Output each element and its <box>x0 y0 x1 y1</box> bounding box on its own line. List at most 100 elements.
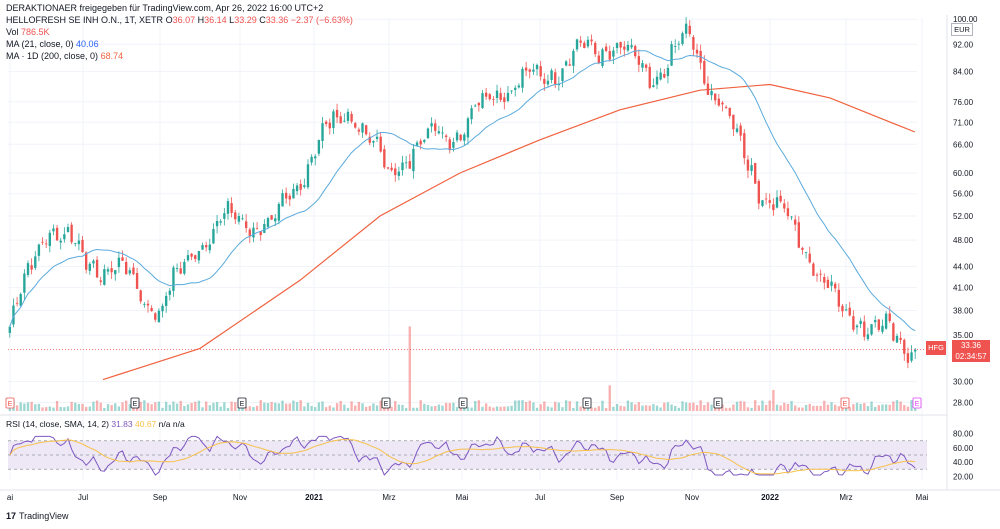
volume-bar <box>772 389 775 411</box>
candle-body <box>34 256 37 268</box>
volume-bar <box>575 401 579 411</box>
volume-bar <box>288 403 291 411</box>
candle-body <box>743 133 746 159</box>
earnings-marker-label: E <box>585 401 590 408</box>
candle-body <box>361 123 364 133</box>
candle-body <box>808 253 811 263</box>
volume-bar <box>779 405 782 411</box>
candle-body <box>401 162 404 171</box>
candle-body <box>452 141 455 148</box>
candle-body <box>914 349 917 352</box>
volume-bar <box>117 406 121 411</box>
candle-body <box>874 320 877 323</box>
volume-bar <box>197 400 201 411</box>
candle-body <box>26 263 30 275</box>
candle-body <box>59 240 62 243</box>
current-price: 33.36 <box>960 341 982 350</box>
volume-bar <box>368 405 371 411</box>
volume-bar <box>390 406 393 411</box>
volume-bar <box>808 403 811 411</box>
volume-bar <box>223 402 226 411</box>
price-tick-label: 71.00 <box>953 118 974 127</box>
volume-bar <box>623 406 626 411</box>
volume-bar <box>750 407 753 411</box>
candle-body <box>539 66 542 77</box>
candle-body <box>757 181 761 204</box>
volume-bar <box>212 402 215 411</box>
candle-body <box>12 305 15 325</box>
candle-body <box>477 102 481 106</box>
candle-body <box>532 69 535 72</box>
volume-bar <box>437 404 441 411</box>
rsi-legend[interactable]: RSI (14, close, SMA, 14, 2) 31.83 40.67 … <box>6 419 185 429</box>
candle-body <box>204 245 208 248</box>
candle-body <box>201 245 204 250</box>
candle-body <box>721 102 724 105</box>
candle-body <box>168 290 171 295</box>
volume-bar <box>383 406 386 411</box>
price-tick-label: 84.00 <box>953 68 974 77</box>
volume-bar <box>95 400 99 411</box>
candle-body <box>408 161 411 169</box>
candle-body <box>397 171 401 176</box>
candle-body <box>670 44 673 66</box>
volume-bar <box>790 400 793 411</box>
candle-body <box>488 94 491 100</box>
volume-bar <box>514 400 517 411</box>
volume-bar <box>423 403 426 411</box>
ma21-legend[interactable]: MA (21, close, 0) 40.06 <box>6 39 99 49</box>
rsi-tick-label: 60.00 <box>953 444 974 453</box>
volume-bar <box>37 403 41 411</box>
volume-bar <box>757 405 761 411</box>
volume-bar <box>910 400 913 411</box>
earnings-marker-label: E <box>915 401 920 408</box>
earnings-marker-icon <box>713 397 723 409</box>
candle-body <box>437 131 441 134</box>
volume-bar <box>452 402 455 411</box>
candle-body <box>277 203 281 221</box>
ma200-legend[interactable]: MA · 1D (200, close, 0) 68.74 <box>6 51 124 61</box>
candle-body <box>455 132 459 141</box>
candle-body <box>208 244 211 251</box>
volume-bar <box>724 407 728 411</box>
volume-bar <box>150 404 153 411</box>
volume-bar <box>543 401 546 411</box>
volume-legend: Vol 786.5K <box>6 27 50 37</box>
candle-body <box>223 213 226 219</box>
candle-body <box>888 313 891 321</box>
price-tick-label: 52.00 <box>953 212 974 221</box>
earnings-marker-label: E <box>716 401 721 408</box>
volume-bar <box>775 404 779 411</box>
candle-body <box>394 168 397 176</box>
candle-body <box>99 280 102 282</box>
volume-bar <box>601 400 604 411</box>
volume-bar <box>546 406 550 411</box>
time-tick-label: Mrz <box>839 493 852 502</box>
candle-body <box>644 64 648 68</box>
volume-bar <box>394 401 397 411</box>
volume-bar <box>859 403 862 411</box>
volume-bar <box>121 402 124 411</box>
candle-body <box>554 72 557 85</box>
volume-bar <box>594 407 597 411</box>
candle-body <box>623 46 626 50</box>
candle-body <box>590 39 593 42</box>
volume-bar <box>706 402 710 411</box>
volume-bar <box>823 400 826 411</box>
candle-body <box>263 224 266 233</box>
candle-body <box>506 92 510 101</box>
candle-body <box>717 98 721 106</box>
candle-body <box>768 200 771 203</box>
tradingview-logo[interactable]: 17 TradingView <box>6 511 69 521</box>
volume-bar <box>830 402 833 411</box>
time-tick-label: 2021 <box>305 493 323 502</box>
candle-body <box>314 156 317 159</box>
volume-bar <box>579 406 582 411</box>
volume-bar <box>848 407 851 411</box>
candle-body <box>492 99 495 100</box>
price-tick-label: 76.00 <box>953 98 974 107</box>
candle-body <box>575 39 579 50</box>
volume-bar <box>179 400 182 411</box>
volume-bar <box>735 401 739 411</box>
